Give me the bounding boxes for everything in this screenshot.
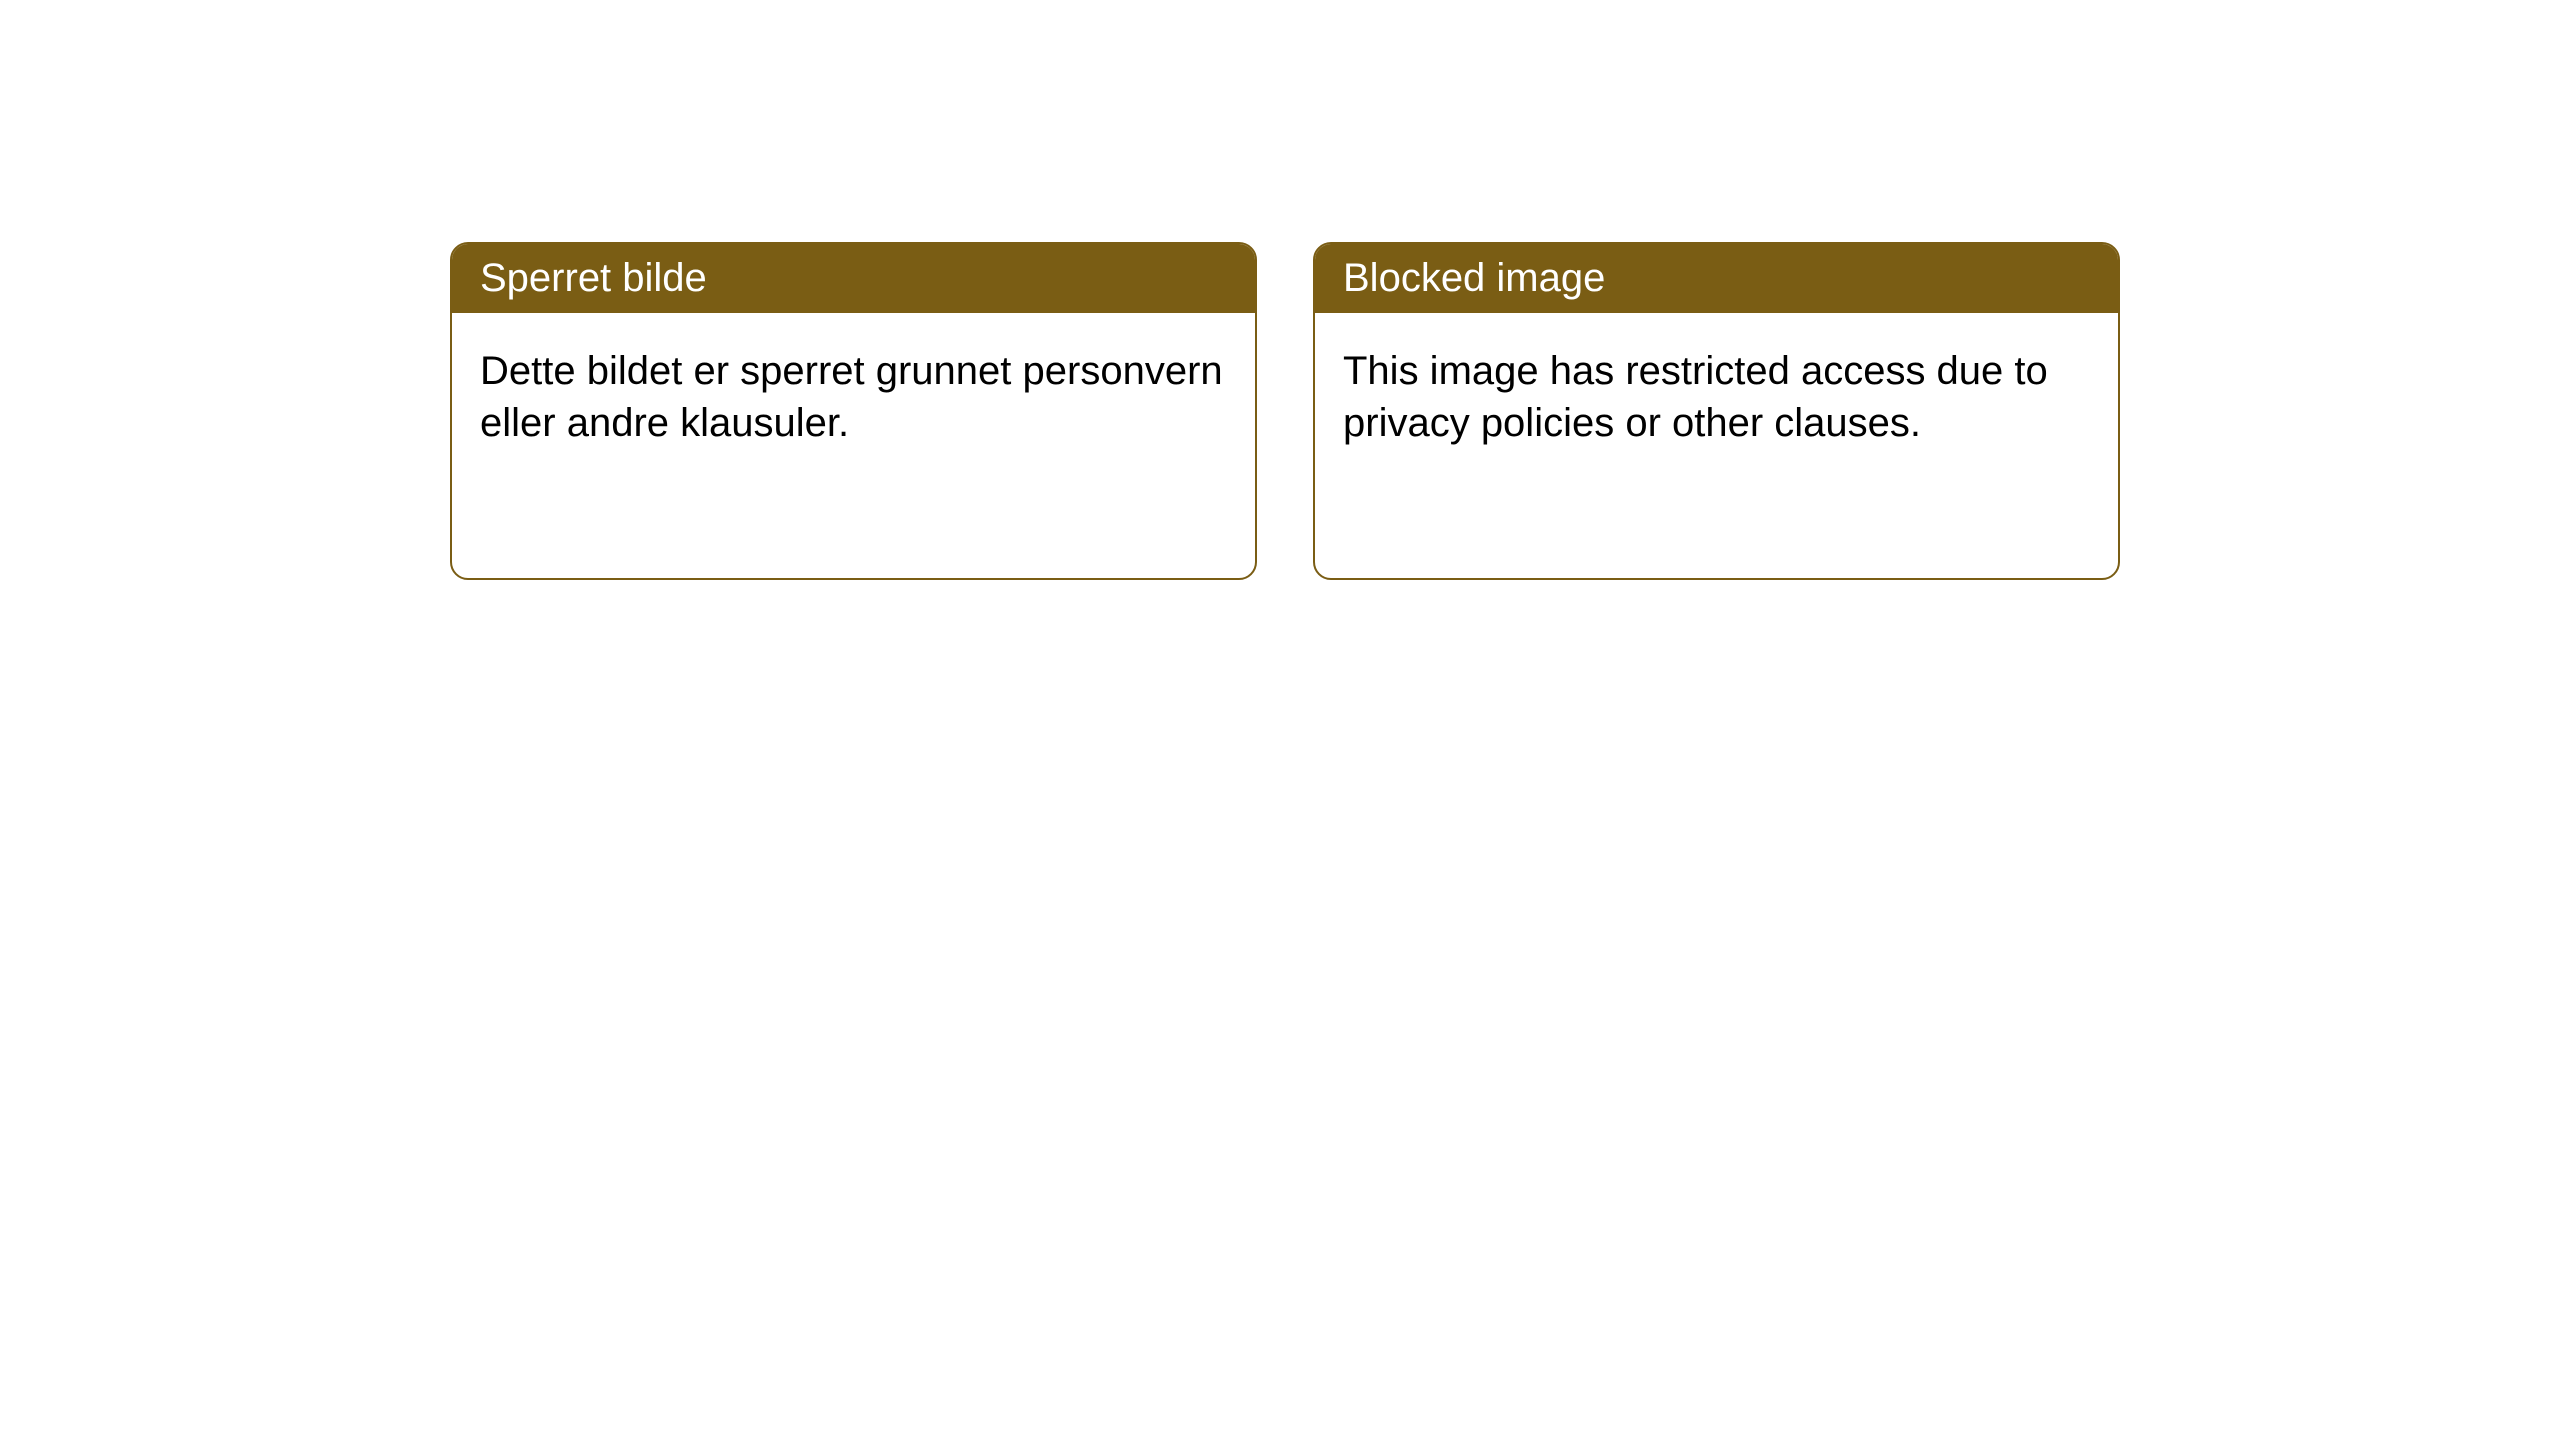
notice-card-norwegian: Sperret bilde Dette bildet er sperret gr… bbox=[450, 242, 1257, 580]
notice-title: Sperret bilde bbox=[480, 256, 707, 300]
notice-header-english: Blocked image bbox=[1315, 244, 2118, 313]
notice-card-english: Blocked image This image has restricted … bbox=[1313, 242, 2120, 580]
notice-body-norwegian: Dette bildet er sperret grunnet personve… bbox=[452, 313, 1255, 481]
notice-text: Dette bildet er sperret grunnet personve… bbox=[480, 349, 1223, 445]
notice-header-norwegian: Sperret bilde bbox=[452, 244, 1255, 313]
notice-text: This image has restricted access due to … bbox=[1343, 349, 2048, 445]
notice-body-english: This image has restricted access due to … bbox=[1315, 313, 2118, 481]
notice-container: Sperret bilde Dette bildet er sperret gr… bbox=[450, 242, 2120, 580]
notice-title: Blocked image bbox=[1343, 256, 1605, 300]
